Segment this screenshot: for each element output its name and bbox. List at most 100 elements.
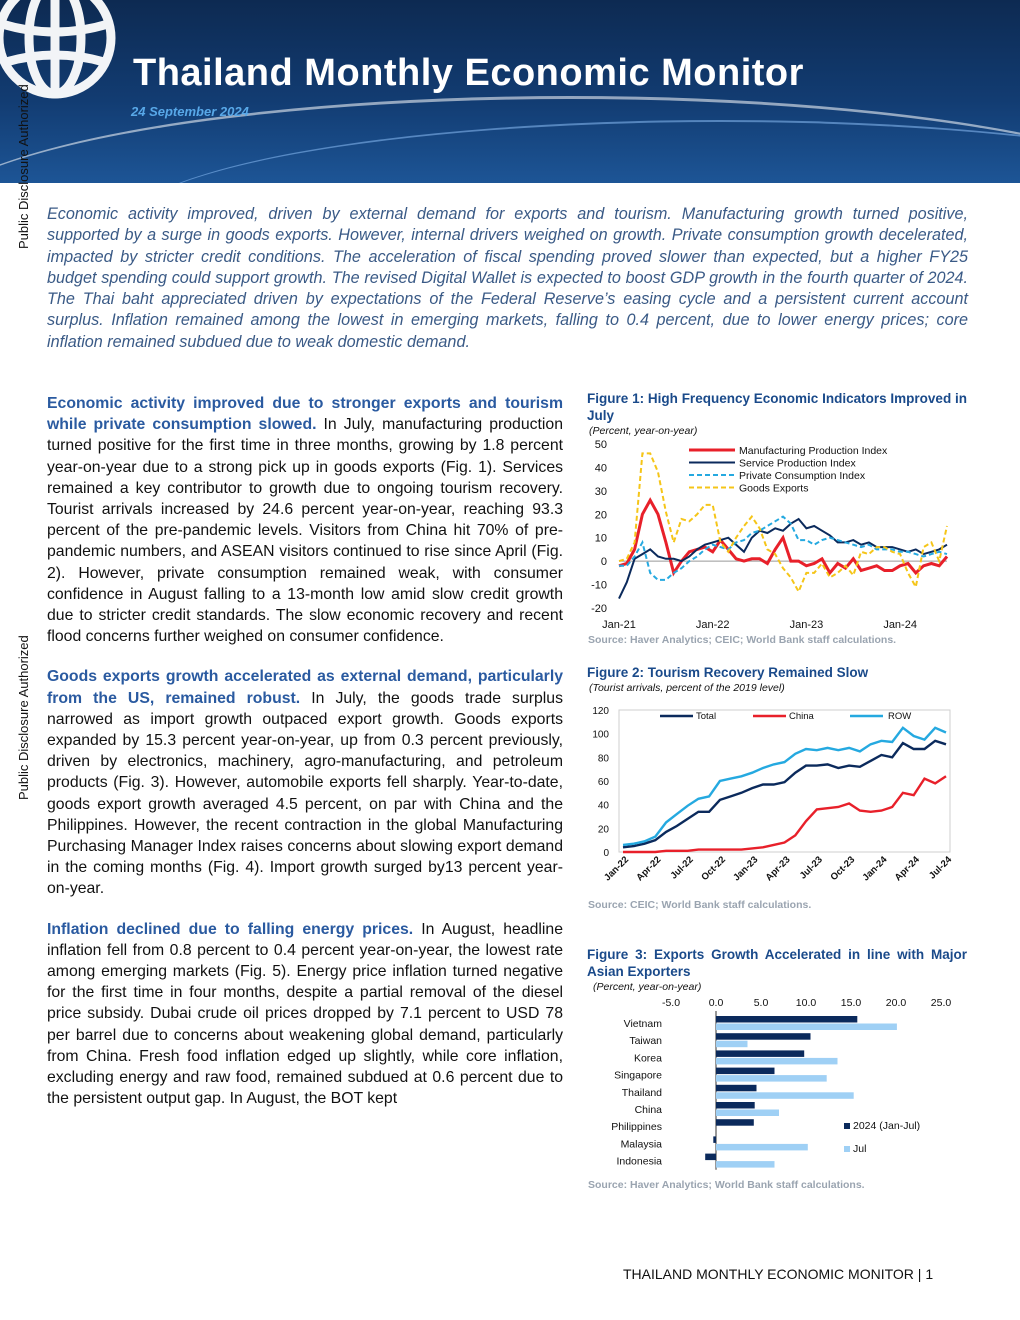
series-line (618, 517, 948, 600)
figure-1-source: Source: Haver Analytics; CEIC; World Ban… (588, 634, 896, 646)
series-line (623, 775, 947, 854)
y-tick-label: 0 (601, 556, 607, 568)
y-tick-label: 40 (598, 801, 610, 812)
x-tick-label: 10.0 (796, 997, 817, 1009)
paragraph-exports: Goods exports growth accelerated as exte… (47, 666, 563, 899)
series-line (622, 739, 947, 849)
source-text: World Bank staff calculations. (658, 899, 812, 911)
figure-3-chart: -5.0 0.0 5.0 10.0 15.0 20.0 25.0 Vietnam Taiwan K… (611, 997, 951, 1170)
bar (716, 1109, 779, 1116)
figure-1-chart: 50 40 30 20 10 0 -10 -20 Jan-21 Jan-22 Jan-23 Jan-2… (591, 439, 949, 631)
x-tick-label: Apr-23 (764, 854, 793, 883)
category-label: Malaysia (621, 1138, 663, 1150)
legend-label: Manufacturing Production Index (739, 445, 888, 457)
x-tick-label: 5.0 (754, 997, 769, 1009)
bar (716, 1102, 755, 1109)
paragraph-lead: Goods exports growth accelerated as exte… (47, 668, 563, 707)
bar (713, 1136, 716, 1143)
category-label: Vietnam (624, 1018, 663, 1030)
x-tick-label: Jan-24 (883, 619, 917, 631)
bar (716, 1067, 775, 1075)
legend-label: Goods Exports (739, 483, 808, 495)
bar (705, 1153, 716, 1161)
legend-label: ROW (888, 711, 911, 722)
bar (716, 1057, 838, 1065)
category-label: Korea (634, 1052, 662, 1064)
bar (716, 1075, 827, 1082)
legend-label: Total (696, 711, 716, 722)
series-line (618, 452, 948, 594)
bar (716, 1161, 775, 1168)
category-label: Taiwan (629, 1035, 662, 1047)
x-tick-label: Oct-23 (829, 854, 858, 883)
y-tick-label: 0 (603, 848, 609, 859)
series-line (619, 515, 948, 581)
x-tick-label: 15.0 (841, 997, 862, 1009)
category-label: Singapore (614, 1070, 662, 1082)
category-label: Philippines (611, 1121, 662, 1133)
x-tick-label: Jan-23 (731, 854, 760, 883)
disclosure-label-bottom: Public Disclosure Authorized (16, 635, 31, 800)
paragraph-text: In July, the goods trade surplus narrowe… (47, 689, 563, 898)
paragraph-lead: Economic activity improved due to strong… (47, 395, 563, 434)
bar (716, 1084, 757, 1092)
source-text: ; CEIC; World Bank staff calculations. (708, 634, 897, 646)
y-tick-label: -10 (591, 580, 607, 592)
bar (716, 1092, 854, 1099)
y-tick-label: -20 (591, 603, 607, 615)
legend-swatch (844, 1146, 850, 1152)
bar (716, 1050, 805, 1057)
legend-swatch (844, 1123, 850, 1129)
paragraph-activity: Economic activity improved due to strong… (47, 393, 563, 647)
paragraph-text: In August, headline inflation fell from … (47, 920, 563, 1108)
source-label: Source: Haver Analytics (588, 1179, 709, 1191)
legend-label: Jul (853, 1143, 866, 1155)
bar (716, 1023, 897, 1030)
x-tick-label: 20.0 (886, 997, 907, 1009)
world-bank-globe-icon (0, 0, 116, 99)
series-line (622, 726, 947, 847)
y-tick-label: 80 (598, 753, 610, 764)
banner-swoosh (0, 96, 1020, 183)
paragraph-text: In July, manufacturing production turned… (47, 416, 563, 646)
category-label: Indonesia (616, 1156, 662, 1168)
category-label: Thailand (622, 1087, 662, 1099)
bar (716, 1033, 811, 1040)
x-tick-label: -5.0 (662, 997, 680, 1009)
x-tick-label: Jan-24 (860, 854, 890, 884)
bar (716, 1016, 858, 1023)
disclosure-label-top: Public Disclosure Authorized (16, 84, 31, 249)
y-tick-label: 20 (598, 824, 610, 835)
figure-1-title: Figure 1: High Frequency Economic Indica… (587, 391, 967, 423)
y-tick-label: 120 (592, 706, 609, 717)
legend-label: China (789, 711, 815, 722)
page-footer: THAILAND MONTHLY ECONOMIC MONITOR | 1 (623, 1266, 934, 1282)
legend-label: Private Consumption Index (739, 470, 866, 482)
x-tick-label: Jul-24 (927, 854, 955, 882)
x-tick-label: Jan-22 (696, 619, 730, 631)
figure-2-title: Figure 2: Tourism Recovery Remained Slow (587, 665, 869, 680)
x-tick-label: Jul-23 (798, 854, 825, 881)
y-tick-label: 60 (598, 777, 610, 788)
x-tick-label: Oct-22 (699, 854, 728, 883)
legend-label: Service Production Index (739, 458, 856, 470)
x-tick-label: Jan-23 (790, 619, 824, 631)
y-tick-label: 10 (595, 533, 607, 545)
figure-1-subtitle: (Percent, year-on-year) (589, 425, 698, 437)
report-title: Thailand Monthly Economic Monitor (133, 52, 804, 94)
series-line (618, 497, 949, 577)
figure-3-source: Source: Haver Analytics; World Bank staf… (588, 1179, 865, 1191)
x-tick-label: 0.0 (709, 997, 724, 1009)
category-label: China (635, 1104, 663, 1116)
x-tick-label: Apr-22 (634, 854, 663, 883)
y-tick-label: 100 (592, 730, 609, 741)
source-label: Source: Haver Analytics (588, 634, 709, 646)
figure-2-source: Source: CEIC; World Bank staff calculati… (588, 899, 811, 911)
y-tick-label: 40 (595, 462, 607, 474)
paragraph-lead: Inflation declined due to falling energy… (47, 920, 414, 938)
plot-area (618, 709, 951, 853)
bar (716, 1040, 748, 1048)
x-tick-label: Jan-21 (602, 619, 636, 631)
figure-3-subtitle: (Percent, year-on-year) (593, 981, 702, 993)
header-banner: Thailand Monthly Economic Monitor 24 Sep… (0, 0, 1020, 183)
